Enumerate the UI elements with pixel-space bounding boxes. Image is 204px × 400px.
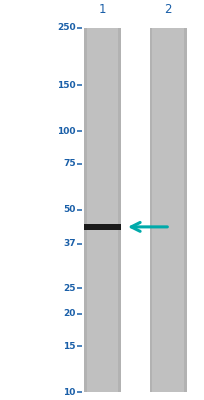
- Bar: [84, 28, 120, 392]
- Text: 20: 20: [63, 309, 75, 318]
- Text: 2: 2: [164, 3, 171, 16]
- Text: 50: 50: [63, 205, 75, 214]
- Text: 75: 75: [63, 159, 75, 168]
- Text: 37: 37: [63, 240, 75, 248]
- Bar: [86, 28, 118, 392]
- Bar: [84, 224, 120, 230]
- Text: 15: 15: [63, 342, 75, 351]
- Bar: [151, 28, 183, 392]
- Text: 10: 10: [63, 388, 75, 396]
- Text: 25: 25: [63, 284, 75, 293]
- Text: 1: 1: [98, 3, 106, 16]
- Bar: [149, 28, 186, 392]
- Text: 150: 150: [57, 81, 75, 90]
- Text: 250: 250: [57, 23, 75, 32]
- Text: 100: 100: [57, 127, 75, 136]
